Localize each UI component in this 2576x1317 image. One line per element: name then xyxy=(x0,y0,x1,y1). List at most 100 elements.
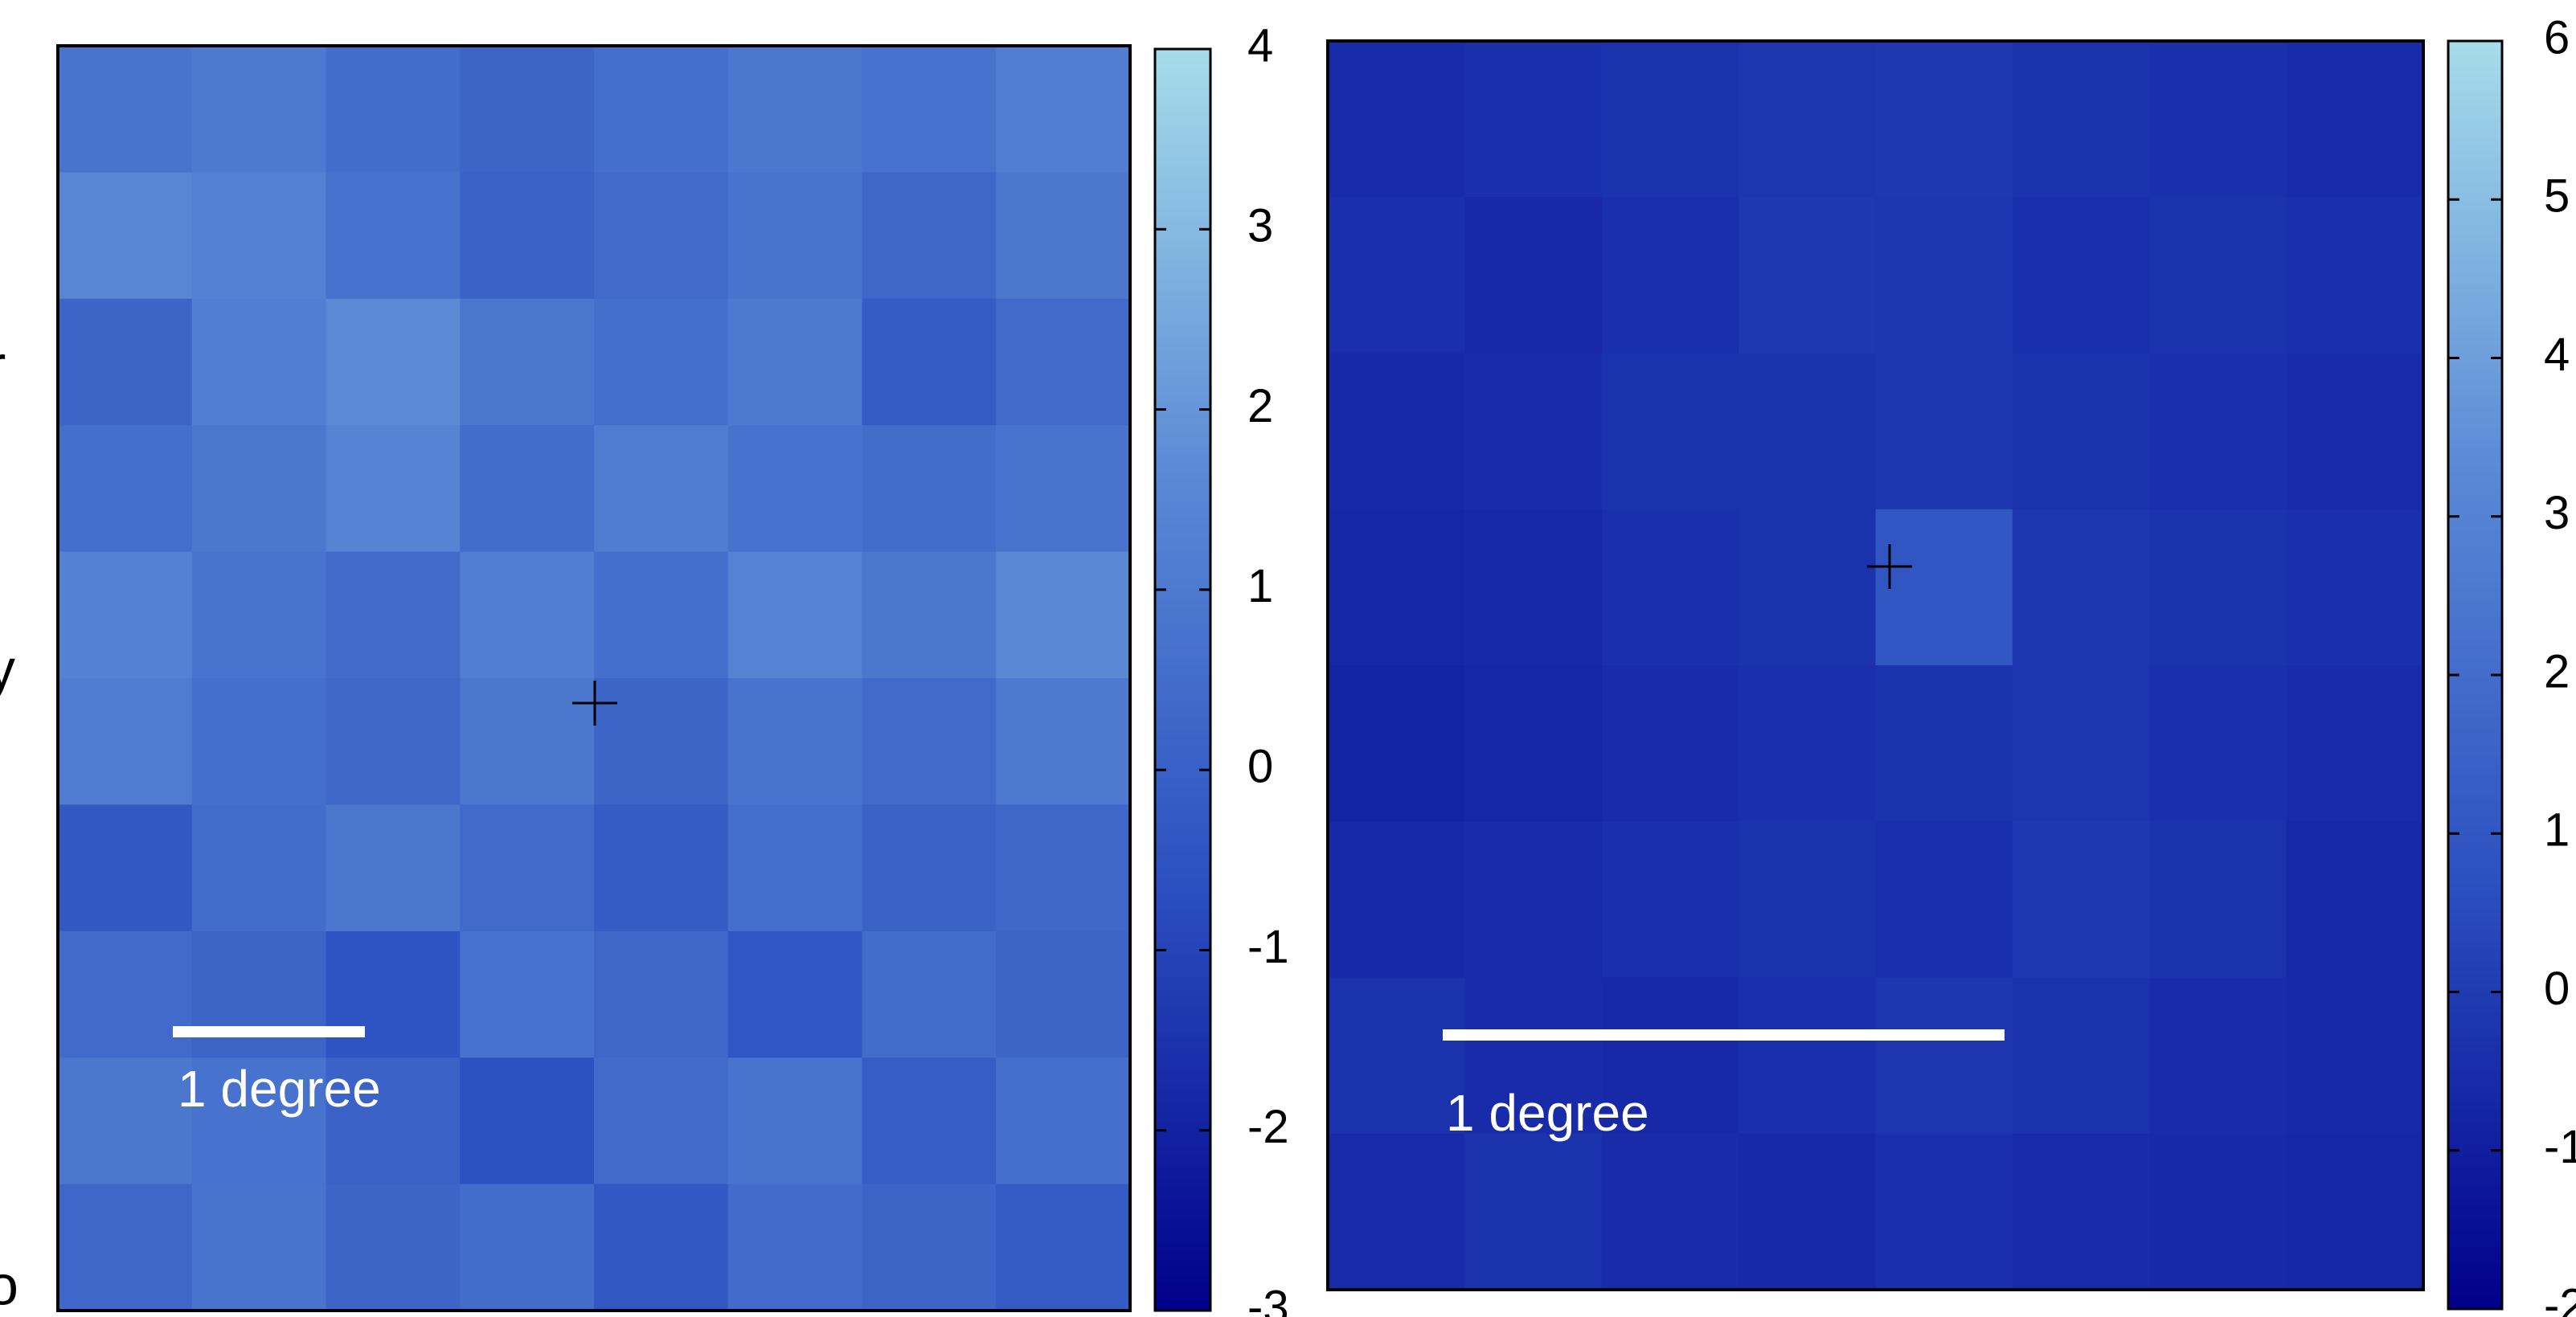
heatmap-cell xyxy=(191,425,326,553)
heatmap-cell xyxy=(2149,977,2287,1135)
colorbar-tick-label: 0 xyxy=(2544,963,2570,1015)
heatmap-cell xyxy=(58,678,193,805)
heatmap-cell xyxy=(594,804,729,932)
heatmap-cell xyxy=(862,678,997,805)
heatmap-cell xyxy=(862,1057,997,1185)
heatmap-cell xyxy=(594,172,729,300)
heatmap-cell xyxy=(996,1057,1131,1185)
heatmap-cell xyxy=(326,930,461,1058)
heatmap-cell xyxy=(460,425,595,553)
heatmap-cell xyxy=(996,804,1131,932)
plot-frame xyxy=(56,44,1132,1312)
heatmap-cell xyxy=(594,930,729,1058)
heatmap-cell xyxy=(727,930,862,1058)
heatmap-cell xyxy=(996,930,1131,1058)
heatmap-cell xyxy=(996,551,1131,679)
colorbar-tick-label: -2 xyxy=(1247,1101,1289,1153)
heatmap-cell xyxy=(2012,353,2150,510)
heatmap-cell xyxy=(191,46,326,173)
heatmap-cell xyxy=(2149,353,2287,510)
colorbar-tick-label: -3 xyxy=(1247,1281,1289,1317)
heatmap-cell xyxy=(1601,977,1739,1135)
heatmap-cell xyxy=(862,46,997,173)
heatmap-cell xyxy=(58,298,193,426)
heatmap-cell xyxy=(2012,509,2150,666)
heatmap-cell xyxy=(1738,41,1876,198)
heatmap-cell xyxy=(996,172,1131,300)
heatmap-cell xyxy=(727,425,862,553)
heatmap-cell xyxy=(1738,821,1876,978)
heatmap-cell xyxy=(191,551,326,679)
heatmap-cell xyxy=(1464,665,1603,822)
heatmap-cell xyxy=(460,930,595,1058)
colorbar-tick-label: 5 xyxy=(2544,170,2570,223)
colorbar-tick-label: 2 xyxy=(1247,380,1273,432)
heatmap-cell xyxy=(326,298,461,426)
heatmap-cell xyxy=(727,1184,862,1311)
heatmap-cell xyxy=(862,1184,997,1311)
heatmap-cell xyxy=(326,46,461,173)
heatmap-cell xyxy=(2012,1133,2150,1290)
heatmap-cell xyxy=(2286,41,2424,198)
heatmap-cell xyxy=(58,804,193,932)
heatmap-cell xyxy=(1738,197,1876,354)
margin-text: r xyxy=(0,333,6,396)
heatmap-cell xyxy=(1875,977,2013,1135)
heatmap-cell xyxy=(460,678,595,805)
heatmap-cell xyxy=(727,678,862,805)
heatmap-cell xyxy=(191,172,326,300)
colorbar-tick-label: 1 xyxy=(1247,560,1273,612)
heatmap-cell xyxy=(460,551,595,679)
heatmap-cell xyxy=(460,298,595,426)
heatmap-cell xyxy=(2149,665,2287,822)
heatmap-cell xyxy=(594,1184,729,1311)
heatmap-cell xyxy=(460,172,595,300)
heatmap-cell xyxy=(2286,353,2424,510)
colorbar-tick-label: 4 xyxy=(1247,19,1273,72)
colorbar-tick-label: 3 xyxy=(1247,200,1273,252)
heatmap-cell xyxy=(727,46,862,173)
heatmap-cell xyxy=(1328,509,1465,666)
colorbar-tick-label: -2 xyxy=(2544,1279,2576,1317)
heatmap-cell xyxy=(594,425,729,553)
heatmap-cell xyxy=(1328,41,1465,198)
heatmap-cell xyxy=(191,804,326,932)
heatmap-cell xyxy=(58,930,193,1058)
heatmap-cell xyxy=(1875,1133,2013,1290)
heatmap-cell xyxy=(2149,197,2287,354)
heatmap-cell xyxy=(460,46,595,173)
heatmap-cell xyxy=(594,46,729,173)
heatmap-cell xyxy=(727,551,862,679)
heatmap-cell xyxy=(191,1184,326,1311)
heatmap-cell xyxy=(2012,41,2150,198)
heatmap-cell xyxy=(862,298,997,426)
heatmap-cell xyxy=(191,298,326,426)
heatmap-cell xyxy=(1875,665,2013,822)
heatmap-cell xyxy=(2286,197,2424,354)
heatmap-cell xyxy=(1738,665,1876,822)
heatmap-cell xyxy=(58,551,193,679)
heatmap-cell xyxy=(1875,197,2013,354)
heatmap-cell xyxy=(2149,509,2287,666)
heatmap-cell xyxy=(1738,977,1876,1135)
heatmap-cell xyxy=(862,425,997,553)
heatmap-cell xyxy=(2286,821,2424,978)
heatmap-cell xyxy=(2012,665,2150,822)
heatmap-cell xyxy=(2012,977,2150,1135)
heatmap-cell xyxy=(191,930,326,1058)
heatmap-cell xyxy=(996,298,1131,426)
heatmap-cell xyxy=(1875,41,2013,198)
heatmap-cell xyxy=(1328,665,1465,822)
heatmap-cell xyxy=(996,425,1131,553)
heatmap-cell xyxy=(1601,821,1739,978)
colorbar-tick-label: -1 xyxy=(2544,1121,2576,1173)
heatmap-cell xyxy=(1875,821,2013,978)
heatmap-cell xyxy=(58,1184,193,1311)
heatmap-cell xyxy=(1464,977,1603,1135)
heatmap-cell xyxy=(862,172,997,300)
colorbar xyxy=(1153,47,1212,1312)
heatmap-cell xyxy=(1464,41,1603,198)
colorbar-tick-label: 6 xyxy=(2544,11,2570,63)
heatmap-cell xyxy=(58,46,193,173)
